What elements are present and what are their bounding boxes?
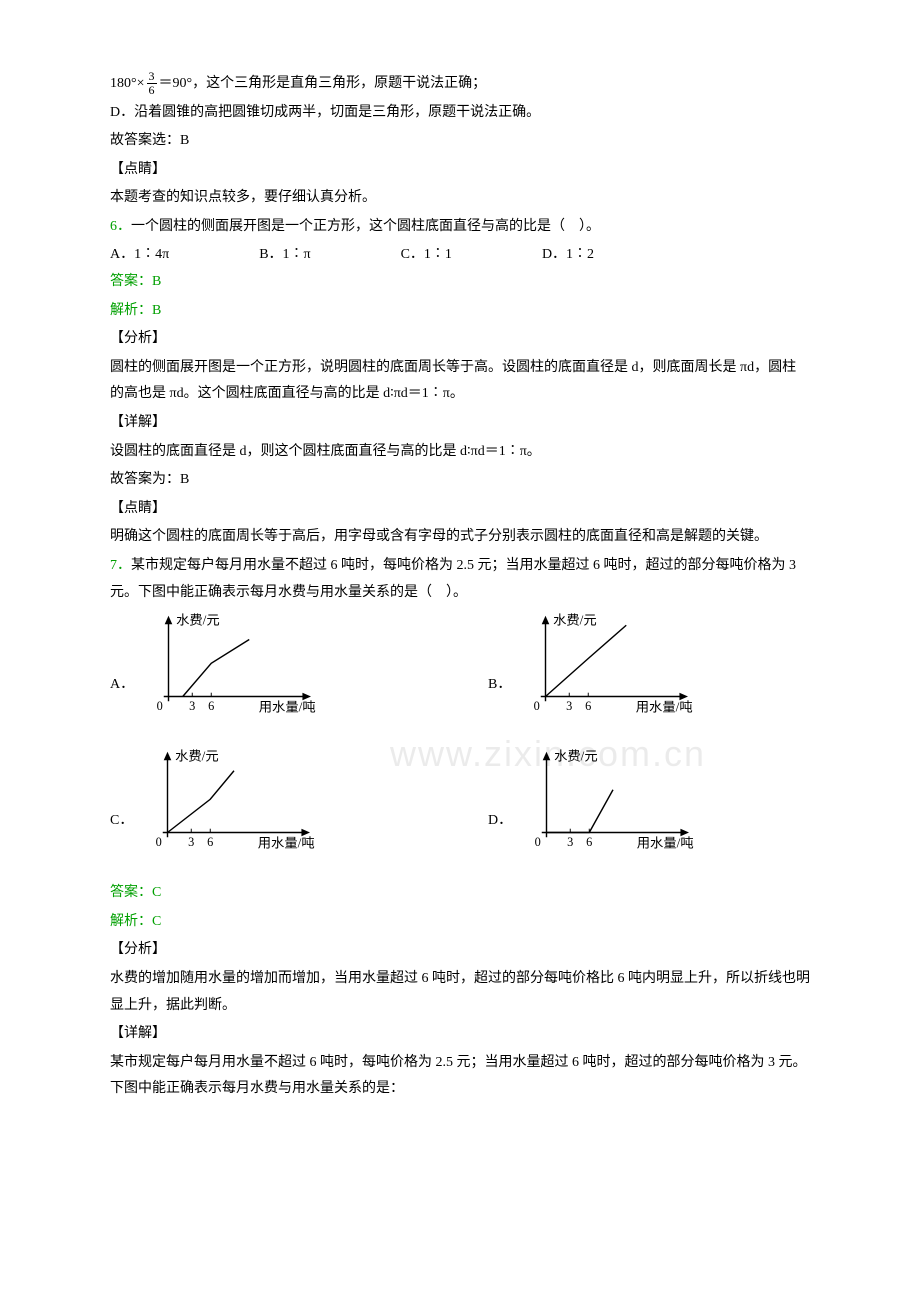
fraction: 36 [147, 70, 157, 97]
question-6: 6．一个圆柱的侧面展开图是一个正方形，这个圆柱底面直径与高的比是（ ）。 [110, 214, 810, 241]
svg-text:水费/元: 水费/元 [553, 612, 597, 627]
svg-text:用水量/吨: 用水量/吨 [637, 836, 694, 851]
q6-choice-c: C．1∶1 [401, 242, 452, 269]
svg-text:用水量/吨: 用水量/吨 [636, 700, 693, 715]
svg-text:水费/元: 水费/元 [176, 612, 220, 627]
fraction-den: 6 [147, 84, 157, 97]
q7-answer: 答案：C [110, 880, 810, 907]
q6-choices: A．1∶4π B．1∶π C．1∶1 D．1∶2 [110, 242, 810, 269]
svg-text:0: 0 [157, 699, 163, 713]
svg-text:水费/元: 水费/元 [554, 748, 598, 763]
svg-text:0: 0 [534, 699, 540, 713]
svg-text:6: 6 [208, 699, 214, 713]
svg-text:3: 3 [189, 699, 195, 713]
q7-xiangjie-text: 某市规定每户每月用水量不超过 6 吨时，每吨价格为 2.5 元；当用水量超过 6… [110, 1050, 810, 1103]
svg-text:3: 3 [189, 835, 195, 849]
chart-b: 水费/元 0 3 6 用水量/吨 [517, 608, 707, 728]
q6-choice-b: B．1∶π [259, 242, 310, 269]
svg-text:用水量/吨: 用水量/吨 [258, 836, 315, 851]
answer-line: 故答案选：B [110, 128, 810, 155]
svg-text:3: 3 [567, 835, 573, 849]
q6-answer: 答案：B [110, 269, 810, 296]
q6-guanswer: 故答案为：B [110, 467, 810, 494]
chart-a: 水费/元 0 3 6 用水量/吨 [140, 608, 330, 728]
q6-number: 6． [110, 219, 131, 234]
q7-jiexi: 解析：C [110, 909, 810, 936]
choice-a-letter: A． [110, 672, 134, 699]
q7-choice-d: D． 水费/元 0 3 6 用水量/吨 [488, 744, 810, 864]
q7-fenxi-text: 水费的增加随用水量的增加而增加，当用水量超过 6 吨时，超过的部分每吨价格比 6… [110, 966, 810, 1019]
svg-text:用水量/吨: 用水量/吨 [259, 700, 316, 715]
q7-fenxi-label: 【分析】 [110, 937, 810, 964]
svg-text:6: 6 [586, 699, 592, 713]
q6-jiexi: 解析：B [110, 298, 810, 325]
svg-text:6: 6 [586, 835, 592, 849]
expr-suffix: ＝90°，这个三角形是直角三角形，原题干说法正确； [159, 76, 487, 91]
q7-xiangjie-label: 【详解】 [110, 1021, 810, 1048]
choice-b-letter: B． [488, 672, 511, 699]
svg-text:3: 3 [567, 699, 573, 713]
choice-c-letter: C． [110, 808, 133, 835]
chart-c: 水费/元 0 3 6 用水量/吨 [139, 744, 329, 864]
q6-choice-a: A．1∶4π [110, 242, 169, 269]
option-d-line: D．沿着圆锥的高把圆锥切成两半，切面是三角形，原题干说法正确。 [110, 100, 810, 127]
q6-xiangjie-label: 【详解】 [110, 410, 810, 437]
q6-fenxi-text: 圆柱的侧面展开图是一个正方形，说明圆柱的底面周长等于高。设圆柱的底面直径是 d，… [110, 355, 810, 408]
svg-text:6: 6 [208, 835, 214, 849]
expr-prefix: 180°× [110, 76, 145, 91]
q6-dianqing-text: 明确这个圆柱的底面周长等于高后，用字母或含有字母的式子分别表示圆柱的底面直径和高… [110, 524, 810, 551]
svg-text:水费/元: 水费/元 [175, 748, 219, 763]
q6-fenxi-label: 【分析】 [110, 326, 810, 353]
q7-choice-b: B． 水费/元 0 3 6 用水量/吨 [488, 608, 810, 728]
q6-text: 一个圆柱的侧面展开图是一个正方形，这个圆柱底面直径与高的比是（ ）。 [131, 219, 600, 234]
dianqing-text: 本题考查的知识点较多，要仔细认真分析。 [110, 185, 810, 212]
chart-d: 水费/元 0 3 6 用水量/吨 [518, 744, 708, 864]
expr-line: 180°×36＝90°，这个三角形是直角三角形，原题干说法正确； [110, 70, 810, 98]
svg-text:0: 0 [535, 835, 541, 849]
q6-dianqing-label: 【点睛】 [110, 496, 810, 523]
dianqing-label: 【点睛】 [110, 157, 810, 184]
q7-image-choices: A． 水费/元 0 3 6 用水量/吨 B． 水费/元 0 3 [110, 608, 810, 880]
svg-text:0: 0 [156, 835, 162, 849]
fraction-num: 3 [147, 70, 157, 84]
question-7: 7．某市规定每户每月用水量不超过 6 吨时，每吨价格为 2.5 元；当用水量超过… [110, 553, 810, 606]
q6-choice-d: D．1∶2 [542, 242, 594, 269]
choice-d-letter: D． [488, 808, 512, 835]
q7-text: 某市规定每户每月用水量不超过 6 吨时，每吨价格为 2.5 元；当用水量超过 6… [110, 558, 796, 600]
q7-number: 7． [110, 558, 131, 573]
q7-choice-a: A． 水费/元 0 3 6 用水量/吨 [110, 608, 488, 728]
q7-choice-c: C． 水费/元 0 3 6 用水量/吨 [110, 744, 488, 864]
q6-xiangjie-text: 设圆柱的底面直径是 d，则这个圆柱底面直径与高的比是 d∶πd＝1∶π。 [110, 439, 810, 466]
